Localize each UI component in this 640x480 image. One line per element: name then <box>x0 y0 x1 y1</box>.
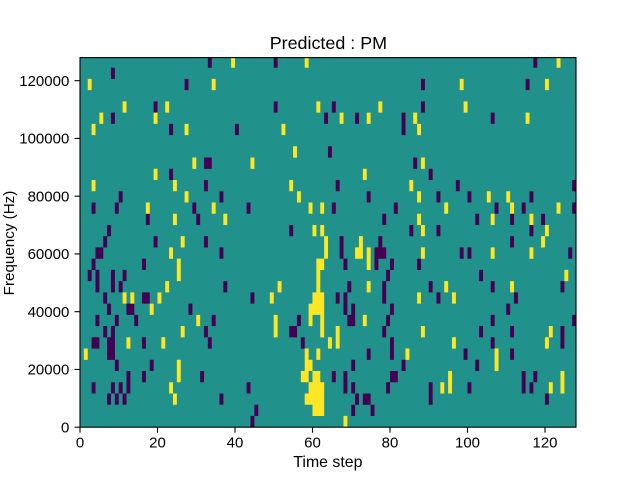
svg-text:100: 100 <box>455 435 480 452</box>
svg-text:80000: 80000 <box>28 188 70 205</box>
svg-text:0: 0 <box>61 419 69 436</box>
svg-text:Frequency (Hz): Frequency (Hz) <box>1 191 18 296</box>
svg-text:120000: 120000 <box>19 73 69 90</box>
svg-text:60000: 60000 <box>28 246 70 263</box>
svg-text:Time step: Time step <box>293 454 362 471</box>
svg-text:40000: 40000 <box>28 304 70 321</box>
svg-text:20: 20 <box>149 435 166 452</box>
svg-text:0: 0 <box>76 435 84 452</box>
svg-text:40: 40 <box>227 435 244 452</box>
svg-text:80: 80 <box>382 435 399 452</box>
svg-text:20000: 20000 <box>28 362 70 379</box>
svg-text:100000: 100000 <box>19 131 69 148</box>
svg-text:120: 120 <box>532 435 557 452</box>
svg-text:60: 60 <box>304 435 321 452</box>
svg-text:Predicted : PM: Predicted : PM <box>270 33 387 53</box>
